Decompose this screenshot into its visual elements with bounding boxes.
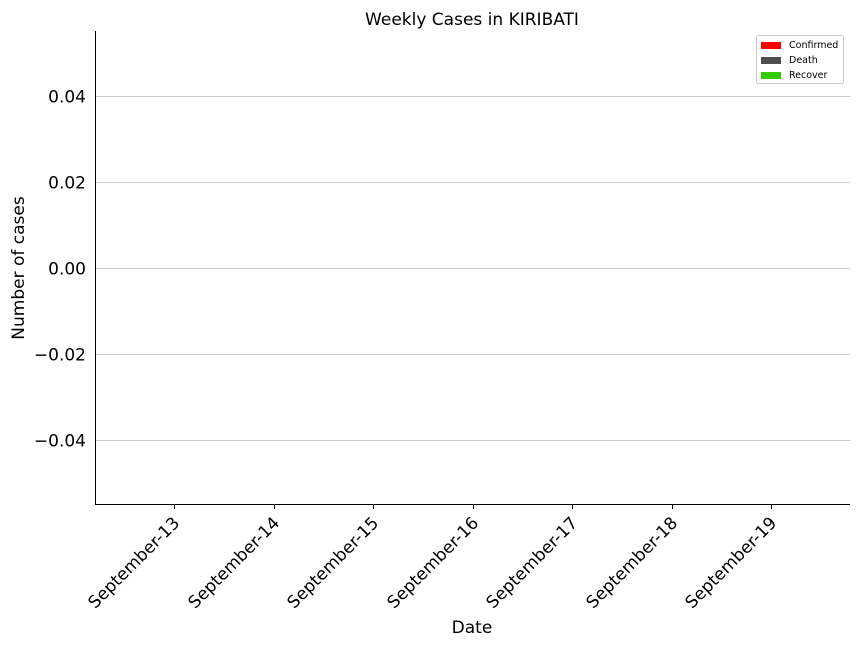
- y-tick-label: 0.02: [48, 174, 86, 194]
- legend-label: Death: [789, 54, 818, 66]
- legend-item-recover: Recover: [761, 68, 827, 82]
- x-tick-label: September-16: [384, 513, 483, 612]
- legend-label: Confirmed: [789, 39, 839, 51]
- legend-swatch: [761, 56, 781, 64]
- y-tick-label: −0.02: [34, 346, 86, 366]
- x-tick-label: September-13: [85, 513, 184, 612]
- legend-label: Recover: [789, 69, 828, 81]
- x-tick-label: September-18: [583, 513, 682, 612]
- y-tick-label: −0.04: [34, 432, 86, 452]
- legend-item-confirmed: Confirmed: [761, 38, 838, 52]
- x-axis-ticks: September-13 September-14 September-15 Sept…: [85, 504, 781, 613]
- x-axis-label: Date: [452, 618, 493, 638]
- legend: Confirmed Death Recover: [756, 35, 844, 84]
- gridlines: [95, 96, 850, 441]
- x-tick-label: September-17: [483, 513, 582, 612]
- x-tick-label: September-15: [284, 513, 383, 612]
- y-tick-label: 0.00: [48, 260, 86, 280]
- y-axis-label: Number of cases: [9, 196, 29, 340]
- y-axis-ticks: −0.04 −0.02 0.00 0.02 0.04: [34, 88, 86, 452]
- legend-item-death: Death: [761, 53, 818, 67]
- x-tick-label: September-14: [185, 513, 284, 612]
- chart-title: Weekly Cases in KIRIBATI: [365, 10, 579, 30]
- y-tick-label: 0.04: [48, 88, 86, 108]
- legend-swatch: [761, 71, 781, 79]
- legend-swatch: [761, 41, 781, 49]
- x-tick-label: September-19: [682, 513, 781, 612]
